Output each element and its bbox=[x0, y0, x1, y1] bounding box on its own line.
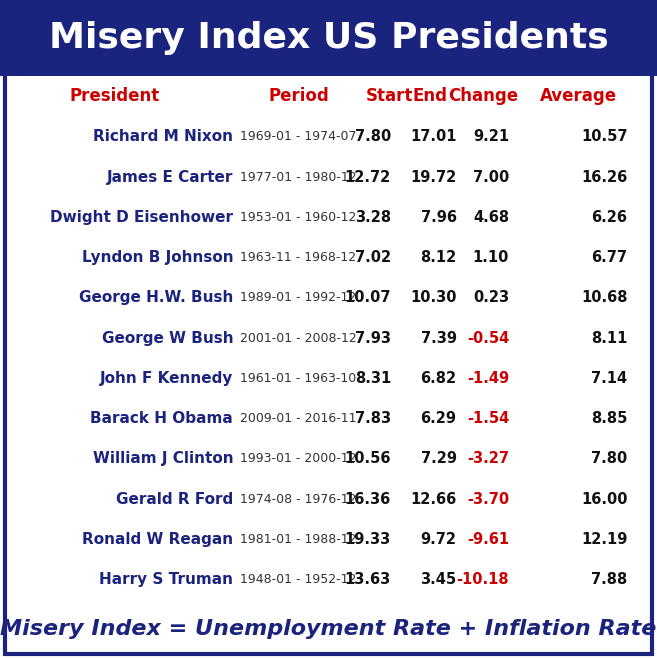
Text: Richard M Nixon: Richard M Nixon bbox=[93, 129, 233, 144]
Text: 7.00: 7.00 bbox=[473, 169, 509, 185]
Text: 1963-11 - 1968-12: 1963-11 - 1968-12 bbox=[240, 251, 356, 264]
Text: Barack H Obama: Barack H Obama bbox=[91, 411, 233, 426]
Text: 10.30: 10.30 bbox=[410, 290, 457, 305]
Text: 7.14: 7.14 bbox=[591, 371, 627, 386]
Text: Misery Index US Presidents: Misery Index US Presidents bbox=[49, 21, 608, 55]
Text: 1.10: 1.10 bbox=[473, 250, 509, 265]
Text: 12.19: 12.19 bbox=[581, 532, 627, 547]
Text: Average: Average bbox=[539, 87, 617, 105]
Text: George W Bush: George W Bush bbox=[102, 331, 233, 345]
Text: 17.01: 17.01 bbox=[410, 129, 457, 144]
Text: 6.29: 6.29 bbox=[420, 411, 457, 426]
Text: James E Carter: James E Carter bbox=[107, 169, 233, 185]
Text: 7.88: 7.88 bbox=[591, 572, 627, 587]
Text: 13.63: 13.63 bbox=[345, 572, 391, 587]
Text: -1.54: -1.54 bbox=[467, 411, 509, 426]
Text: 6.77: 6.77 bbox=[591, 250, 627, 265]
Text: Period: Period bbox=[269, 87, 329, 105]
Text: 16.00: 16.00 bbox=[581, 492, 627, 507]
Text: 16.26: 16.26 bbox=[581, 169, 627, 185]
Text: 7.93: 7.93 bbox=[355, 331, 391, 345]
Text: 1974-08 - 1976-12: 1974-08 - 1976-12 bbox=[240, 492, 356, 505]
Text: 8.31: 8.31 bbox=[355, 371, 391, 386]
Text: 19.33: 19.33 bbox=[345, 532, 391, 547]
Text: 9.72: 9.72 bbox=[420, 532, 457, 547]
Text: 7.96: 7.96 bbox=[420, 210, 457, 225]
Text: Lyndon B Johnson: Lyndon B Johnson bbox=[81, 250, 233, 265]
Text: -0.54: -0.54 bbox=[467, 331, 509, 345]
Text: Harry S Truman: Harry S Truman bbox=[99, 572, 233, 587]
Text: 10.56: 10.56 bbox=[344, 451, 391, 467]
Text: 16.36: 16.36 bbox=[345, 492, 391, 507]
Text: 7.29: 7.29 bbox=[420, 451, 457, 467]
Text: 7.80: 7.80 bbox=[355, 129, 391, 144]
Text: 7.02: 7.02 bbox=[355, 250, 391, 265]
Text: Change: Change bbox=[448, 87, 518, 105]
Text: Gerald R Ford: Gerald R Ford bbox=[116, 492, 233, 507]
Text: 10.07: 10.07 bbox=[344, 290, 391, 305]
Text: 1977-01 - 1980-12: 1977-01 - 1980-12 bbox=[240, 171, 357, 183]
Text: -9.61: -9.61 bbox=[467, 532, 509, 547]
Text: Misery Index = Unemployment Rate + Inflation Rate: Misery Index = Unemployment Rate + Infla… bbox=[0, 619, 657, 639]
Text: 8.85: 8.85 bbox=[591, 411, 627, 426]
Text: 1993-01 - 2000-12: 1993-01 - 2000-12 bbox=[240, 452, 356, 465]
Bar bbox=[0, 0, 657, 76]
Text: 3.45: 3.45 bbox=[420, 572, 457, 587]
Text: 1969-01 - 1974-07: 1969-01 - 1974-07 bbox=[240, 130, 356, 143]
Text: 3.28: 3.28 bbox=[355, 210, 391, 225]
Text: 10.57: 10.57 bbox=[581, 129, 627, 144]
Text: -3.70: -3.70 bbox=[467, 492, 509, 507]
Text: -10.18: -10.18 bbox=[457, 572, 509, 587]
Text: 19.72: 19.72 bbox=[411, 169, 457, 185]
Text: George H.W. Bush: George H.W. Bush bbox=[79, 290, 233, 305]
Text: -1.49: -1.49 bbox=[467, 371, 509, 386]
Text: 10.68: 10.68 bbox=[581, 290, 627, 305]
Text: President: President bbox=[70, 87, 160, 105]
Text: 1953-01 - 1960-12: 1953-01 - 1960-12 bbox=[240, 211, 356, 224]
Text: 6.82: 6.82 bbox=[420, 371, 457, 386]
Text: 7.83: 7.83 bbox=[355, 411, 391, 426]
Text: -3.27: -3.27 bbox=[467, 451, 509, 467]
Text: Start: Start bbox=[366, 87, 413, 105]
Text: 0.23: 0.23 bbox=[473, 290, 509, 305]
Text: 8.11: 8.11 bbox=[591, 331, 627, 345]
Text: Dwight D Eisenhower: Dwight D Eisenhower bbox=[50, 210, 233, 225]
Text: 8.12: 8.12 bbox=[420, 250, 457, 265]
Text: 9.21: 9.21 bbox=[473, 129, 509, 144]
Text: 6.26: 6.26 bbox=[591, 210, 627, 225]
Text: 1948-01 - 1952-12: 1948-01 - 1952-12 bbox=[240, 573, 356, 586]
Text: 1981-01 - 1988-12: 1981-01 - 1988-12 bbox=[240, 533, 356, 546]
Text: 1989-01 - 1992-12: 1989-01 - 1992-12 bbox=[240, 291, 356, 304]
Text: Ronald W Reagan: Ronald W Reagan bbox=[82, 532, 233, 547]
Text: End: End bbox=[413, 87, 448, 105]
Text: 1961-01 - 1963-10: 1961-01 - 1963-10 bbox=[240, 372, 356, 385]
Text: John F Kennedy: John F Kennedy bbox=[100, 371, 233, 386]
Text: 7.39: 7.39 bbox=[420, 331, 457, 345]
Text: 7.80: 7.80 bbox=[591, 451, 627, 467]
Text: William J Clinton: William J Clinton bbox=[93, 451, 233, 467]
Text: 12.66: 12.66 bbox=[411, 492, 457, 507]
Text: 4.68: 4.68 bbox=[473, 210, 509, 225]
Text: 12.72: 12.72 bbox=[345, 169, 391, 185]
Text: 2001-01 - 2008-12: 2001-01 - 2008-12 bbox=[240, 331, 357, 345]
Text: 2009-01 - 2016-11: 2009-01 - 2016-11 bbox=[240, 412, 356, 425]
